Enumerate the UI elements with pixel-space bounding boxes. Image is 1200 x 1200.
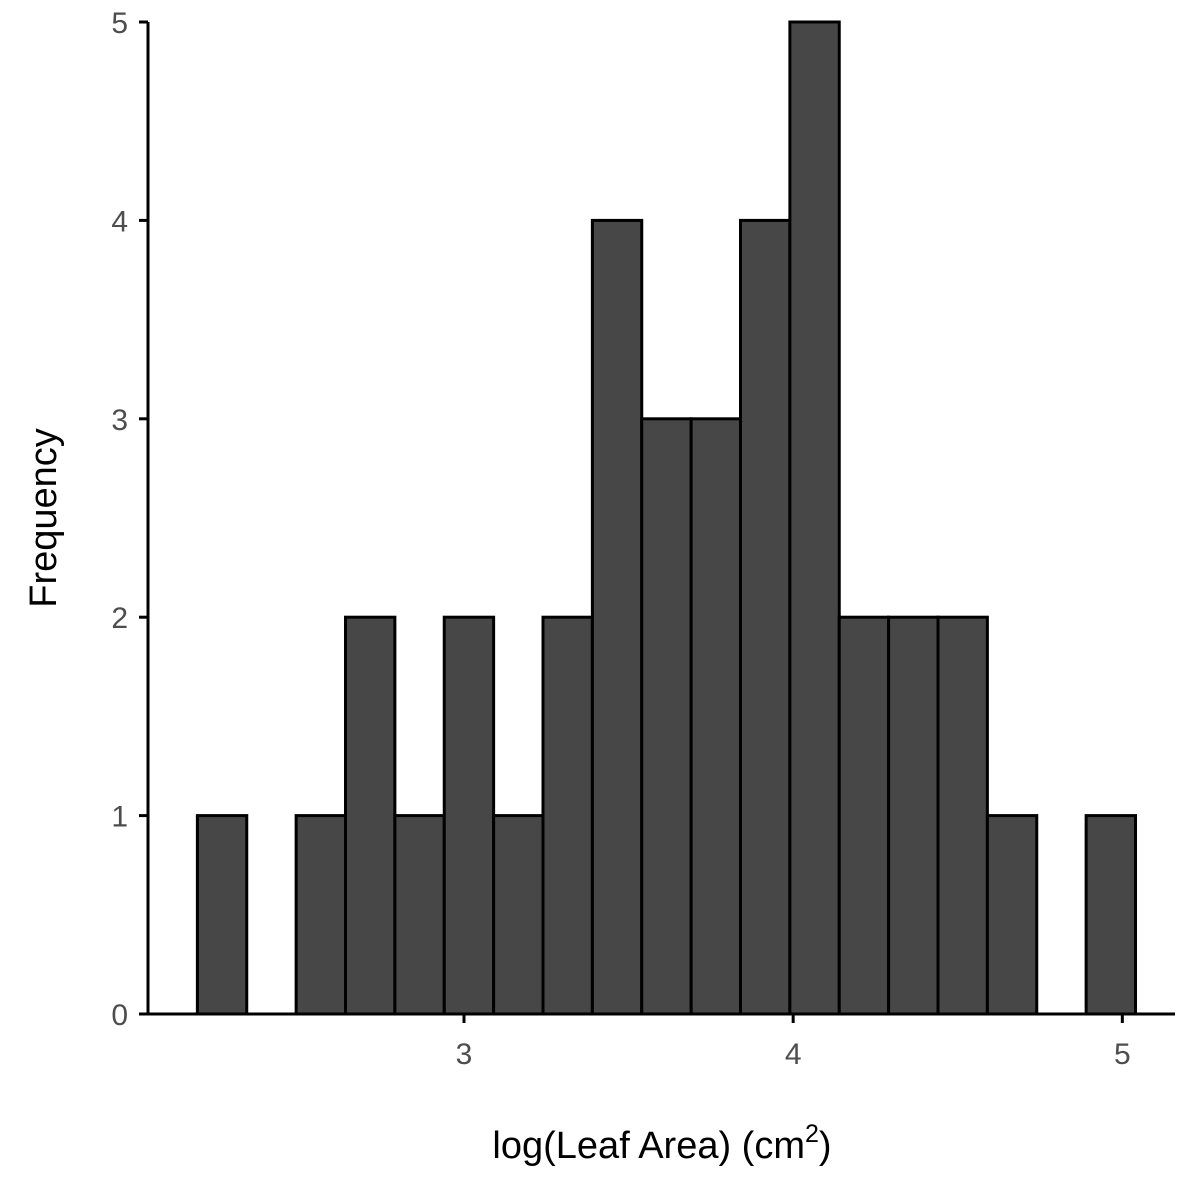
x-tick-label: 3 xyxy=(456,1038,473,1071)
histogram-bar xyxy=(294,814,347,1016)
histogram-bar xyxy=(195,814,249,1016)
y-tick-label: 0 xyxy=(111,999,128,1032)
y-tick-label: 1 xyxy=(111,801,128,834)
x-axis-title-suffix: ) xyxy=(819,1125,832,1167)
y-axis-title: Frequency xyxy=(23,428,65,608)
x-axis-title-superscript: 2 xyxy=(805,1120,819,1148)
histogram-bar xyxy=(393,814,446,1016)
histogram-bar xyxy=(344,615,397,1016)
histogram-bar xyxy=(887,615,940,1016)
histogram-bar xyxy=(689,417,742,1016)
y-tick-label: 3 xyxy=(111,404,128,437)
x-tick-label: 4 xyxy=(785,1038,802,1071)
histogram-bar xyxy=(985,814,1039,1016)
histogram-bar xyxy=(837,615,891,1016)
histogram-bar xyxy=(442,615,496,1016)
histogram-bar xyxy=(1084,814,1137,1016)
x-axis-title-main: log(Leaf Area) (cm xyxy=(492,1125,805,1167)
y-tick-label: 5 xyxy=(111,7,128,40)
x-tick-label: 5 xyxy=(1114,1038,1131,1071)
tick-labels: 0 1 2 3 4 5 3 4 5 xyxy=(111,7,1130,1071)
x-axis-title: log(Leaf Area) (cm2) xyxy=(492,1120,831,1167)
histogram-bar xyxy=(739,218,792,1016)
histogram-bar xyxy=(936,615,989,1016)
y-tick-label: 4 xyxy=(111,205,128,238)
histogram-bar xyxy=(541,615,594,1016)
histogram-bar xyxy=(492,814,545,1016)
histogram-bars xyxy=(195,20,1137,1016)
axes xyxy=(139,20,1175,1023)
histogram-bar xyxy=(640,417,693,1016)
y-tick-label: 2 xyxy=(111,602,128,635)
histogram-bar xyxy=(590,218,644,1016)
histogram-bar xyxy=(788,20,841,1016)
